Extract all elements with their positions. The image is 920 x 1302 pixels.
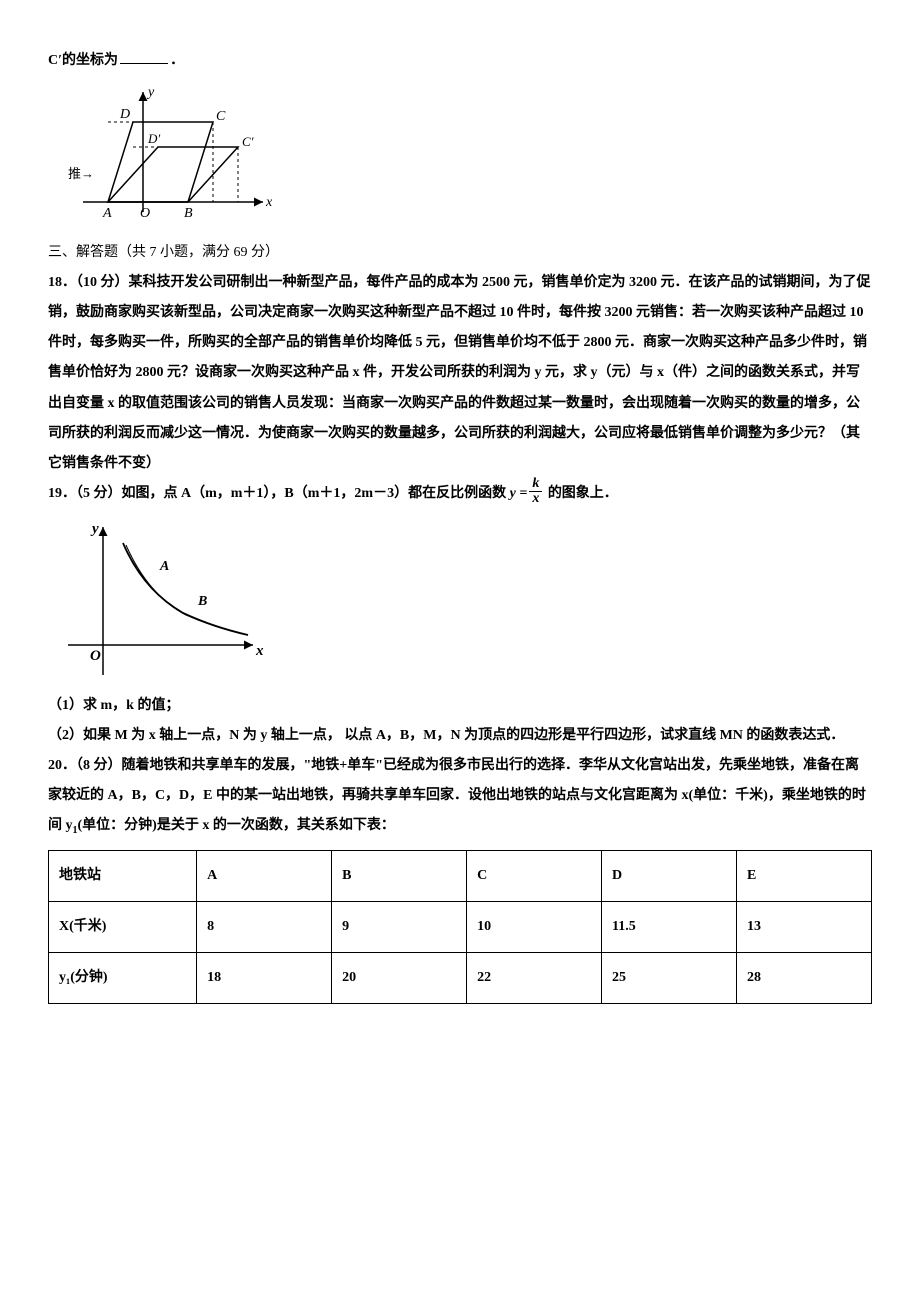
q20-y1: y xyxy=(66,818,73,833)
intro-prefix: C′的坐标为 xyxy=(48,53,118,68)
cell: 28 xyxy=(737,952,872,1003)
label-x2: x xyxy=(255,643,264,659)
cell: 25 xyxy=(602,952,737,1003)
q20-text-b: (单位：分钟)是关于 x 的一次函数，其关系如下表： xyxy=(78,818,395,833)
q18-text: 某科技开发公司研制出一种新型产品，每件产品的成本为 2500 元，销售单价定为 … xyxy=(48,275,871,471)
q19-eq-lhs: y = xyxy=(510,486,528,501)
label-A: A xyxy=(102,206,112,221)
blank-field xyxy=(120,49,168,64)
th-E: E xyxy=(737,850,872,901)
q20-prefix: 20．（8 分） xyxy=(48,758,122,773)
subway-table: 地铁站 A B C D E X(千米) 8 9 10 11.5 13 y₁(分钟… xyxy=(48,850,872,1004)
q19-prefix: 19．（5 分） xyxy=(48,486,122,501)
q19-text-a: 如图，点 A（m，m＋1），B（m＋1，2m－3）都在反比例函数 xyxy=(122,486,507,501)
label-B2: B xyxy=(197,594,207,609)
row-y-label: y₁(分钟) xyxy=(49,952,197,1003)
question-19: 19．（5 分）如图，点 A（m，m＋1），B（m＋1，2m－3）都在反比例函数… xyxy=(48,479,872,509)
q19-part1: （1）求 m，k 的值； xyxy=(48,691,872,721)
th-station: 地铁站 xyxy=(49,850,197,901)
label-O2: O xyxy=(90,648,101,664)
label-Dp: D′ xyxy=(147,131,160,146)
table-row: X(千米) 8 9 10 11.5 13 xyxy=(49,901,872,952)
label-push: 推→ xyxy=(68,166,94,181)
label-A2: A xyxy=(159,559,169,574)
frac-den: x xyxy=(529,491,542,506)
th-A: A xyxy=(197,850,332,901)
cell: 10 xyxy=(467,901,602,952)
label-x: x xyxy=(265,195,273,210)
frac-num: k xyxy=(529,477,542,491)
table-row: 地铁站 A B C D E xyxy=(49,850,872,901)
cell: 20 xyxy=(332,952,467,1003)
th-B: B xyxy=(332,850,467,901)
q19-part2: （2）如果 M 为 x 轴上一点，N 为 y 轴上一点， 以点 A，B，M，N … xyxy=(48,721,872,751)
cell: 9 xyxy=(332,901,467,952)
parallelogram-svg: y x D C D′ C′ A O B 推→ xyxy=(48,82,278,232)
section-3-title: 三、解答题（共 7 小题，满分 69 分） xyxy=(48,238,872,268)
hyperbola-svg: y x O A B xyxy=(48,515,268,685)
row-x-label: X(千米) xyxy=(49,901,197,952)
cell: 22 xyxy=(467,952,602,1003)
table-row: y₁(分钟) 18 20 22 25 28 xyxy=(49,952,872,1003)
label-Cp: C′ xyxy=(242,134,254,149)
q19-fraction: kx xyxy=(529,477,542,506)
label-B: B xyxy=(184,206,193,221)
cell: 13 xyxy=(737,901,872,952)
intro-line: C′的坐标为 ． xyxy=(48,46,872,76)
th-C: C xyxy=(467,850,602,901)
intro-suffix: ． xyxy=(170,53,184,68)
q18-prefix: 18．（10 分） xyxy=(48,275,129,290)
cell: 11.5 xyxy=(602,901,737,952)
label-y2: y xyxy=(90,521,99,537)
question-20: 20．（8 分）随着地铁和共享单车的发展，"地铁+单车"已经成为很多市民出行的选… xyxy=(48,751,872,841)
cell: 18 xyxy=(197,952,332,1003)
th-D: D xyxy=(602,850,737,901)
figure-hyperbola: y x O A B xyxy=(48,515,872,685)
figure-parallelogram: y x D C D′ C′ A O B 推→ xyxy=(48,82,872,232)
q19-text-b: 的图象上． xyxy=(548,486,618,501)
label-D: D xyxy=(119,107,130,122)
cell: 8 xyxy=(197,901,332,952)
question-18: 18．（10 分）某科技开发公司研制出一种新型产品，每件产品的成本为 2500 … xyxy=(48,268,872,479)
label-O: O xyxy=(140,206,150,221)
label-C: C xyxy=(216,109,226,124)
label-y: y xyxy=(146,85,155,100)
